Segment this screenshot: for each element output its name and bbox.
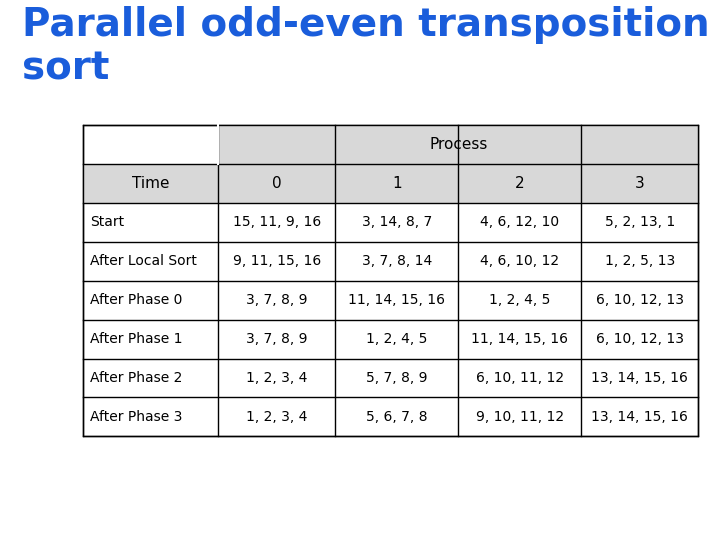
Text: 1, 2, 3, 4: 1, 2, 3, 4	[246, 371, 307, 385]
Text: 1, 2, 4, 5: 1, 2, 4, 5	[366, 332, 428, 346]
Text: Time: Time	[132, 176, 169, 191]
Text: 5, 7, 8, 9: 5, 7, 8, 9	[366, 371, 428, 385]
Text: 2: 2	[515, 176, 525, 191]
Text: 5, 6, 7, 8: 5, 6, 7, 8	[366, 410, 428, 424]
Text: 13, 14, 15, 16: 13, 14, 15, 16	[592, 410, 688, 424]
Text: 1, 2, 4, 5: 1, 2, 4, 5	[489, 293, 551, 307]
Text: 1, 2, 3, 4: 1, 2, 3, 4	[246, 410, 307, 424]
Text: 4, 6, 10, 12: 4, 6, 10, 12	[480, 254, 559, 268]
Bar	[83, 164, 218, 203]
Bar	[218, 164, 698, 203]
Text: 11, 14, 15, 16: 11, 14, 15, 16	[348, 293, 445, 307]
Text: 104: 104	[662, 505, 691, 521]
Text: MK: MK	[29, 500, 67, 518]
Text: After Phase 1: After Phase 1	[90, 332, 182, 346]
Text: Process: Process	[429, 137, 487, 152]
Text: 3: 3	[635, 176, 645, 191]
Text: MORGAN KAUFMANN: MORGAN KAUFMANN	[29, 525, 102, 531]
Text: 1, 2, 5, 13: 1, 2, 5, 13	[605, 254, 675, 268]
Text: 5, 2, 13, 1: 5, 2, 13, 1	[605, 215, 675, 230]
Text: 11, 14, 15, 16: 11, 14, 15, 16	[472, 332, 568, 346]
Text: After Phase 3: After Phase 3	[90, 410, 182, 424]
Bar	[83, 125, 698, 436]
Text: 15, 11, 9, 16: 15, 11, 9, 16	[233, 215, 321, 230]
Text: 9, 11, 15, 16: 9, 11, 15, 16	[233, 254, 321, 268]
Text: 9, 10, 11, 12: 9, 10, 11, 12	[476, 410, 564, 424]
Text: Copyright © 2010, Elsevier Inc. All rights Reserved: Copyright © 2010, Elsevier Inc. All righ…	[165, 505, 555, 521]
Text: 3, 7, 8, 14: 3, 7, 8, 14	[361, 254, 432, 268]
Text: Parallel odd-even transposition
sort: Parallel odd-even transposition sort	[22, 6, 709, 88]
Text: After Local Sort: After Local Sort	[90, 254, 197, 268]
Text: 13, 14, 15, 16: 13, 14, 15, 16	[592, 371, 688, 385]
Text: 3, 14, 8, 7: 3, 14, 8, 7	[361, 215, 432, 230]
Text: Start: Start	[90, 215, 124, 230]
Text: 1: 1	[392, 176, 402, 191]
Text: 6, 10, 12, 13: 6, 10, 12, 13	[596, 332, 684, 346]
Text: 3, 7, 8, 9: 3, 7, 8, 9	[246, 332, 307, 346]
Text: 6, 10, 12, 13: 6, 10, 12, 13	[596, 293, 684, 307]
Bar	[218, 125, 698, 164]
Text: 3, 7, 8, 9: 3, 7, 8, 9	[246, 293, 307, 307]
Text: After Phase 2: After Phase 2	[90, 371, 182, 385]
Text: 4, 6, 12, 10: 4, 6, 12, 10	[480, 215, 559, 230]
Text: 6, 10, 11, 12: 6, 10, 11, 12	[476, 371, 564, 385]
Text: 0: 0	[272, 176, 282, 191]
Text: After Phase 0: After Phase 0	[90, 293, 182, 307]
